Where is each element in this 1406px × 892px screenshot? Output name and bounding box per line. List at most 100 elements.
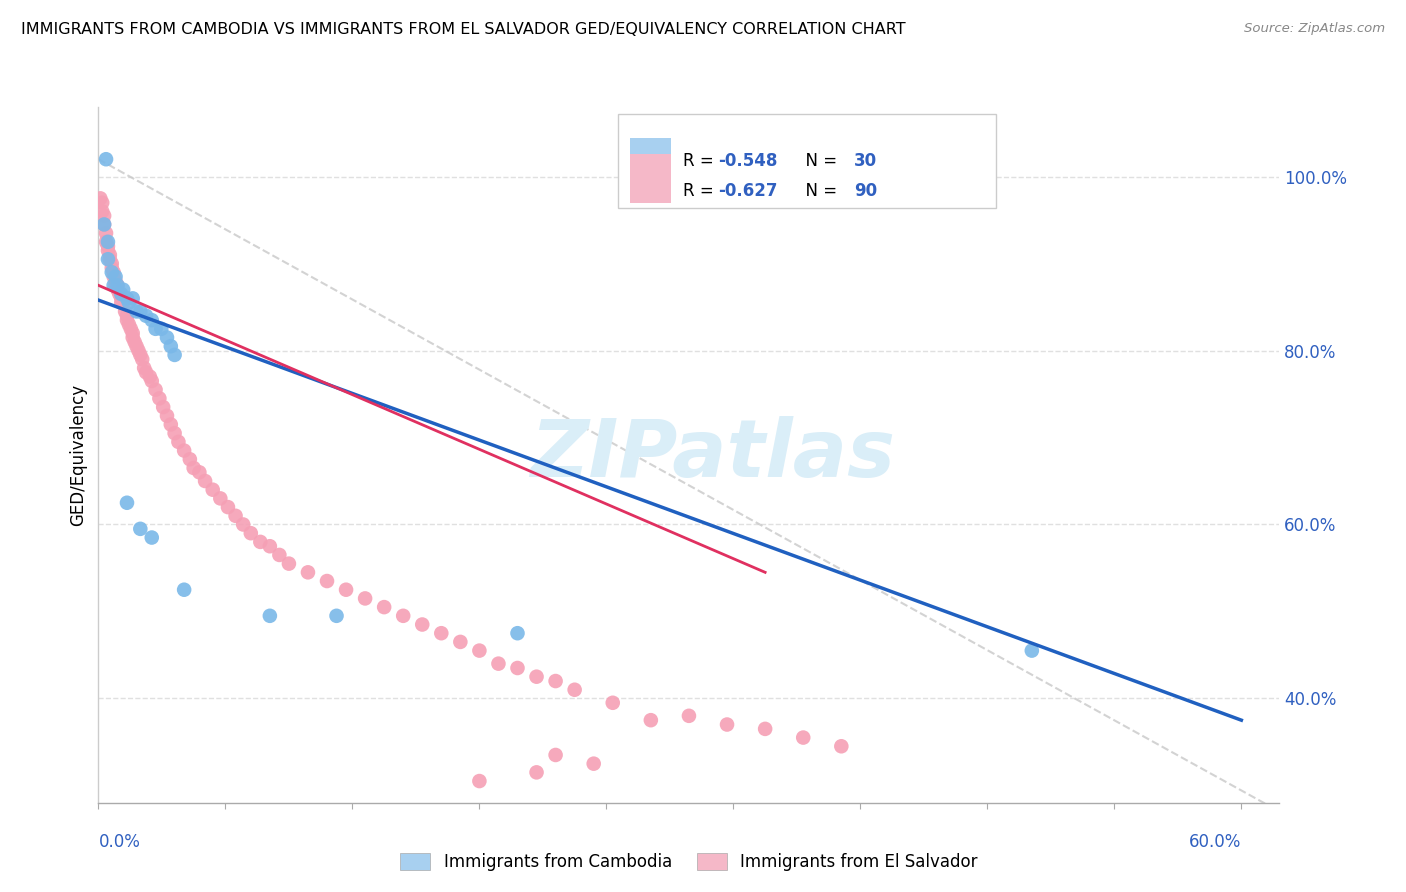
Point <box>97 252 120 267</box>
Text: IMMIGRANTS FROM CAMBODIA VS IMMIGRANTS FROM EL SALVADOR GED/EQUIVALENCY CORRELAT: IMMIGRANTS FROM CAMBODIA VS IMMIGRANTS F… <box>21 22 905 37</box>
Point <box>167 434 190 449</box>
Point <box>249 535 271 549</box>
Text: R =: R = <box>683 182 718 200</box>
Point <box>217 500 239 514</box>
Point <box>107 278 129 293</box>
Point <box>121 326 143 341</box>
Point <box>125 339 148 353</box>
Point <box>107 283 129 297</box>
Point <box>179 452 201 467</box>
Text: 90: 90 <box>855 182 877 200</box>
Point <box>103 265 125 279</box>
Point <box>411 617 433 632</box>
Point <box>239 526 262 541</box>
Point <box>91 204 114 219</box>
Point <box>163 348 186 362</box>
Point <box>564 682 586 697</box>
Point <box>159 339 181 353</box>
Point <box>112 283 135 297</box>
Point <box>129 522 152 536</box>
Point <box>93 218 115 232</box>
Text: 0.0%: 0.0% <box>98 833 141 851</box>
Text: 30: 30 <box>855 153 877 170</box>
Point <box>316 574 339 588</box>
Point <box>152 400 174 414</box>
Point <box>110 291 132 305</box>
Point <box>277 557 299 571</box>
Legend: Immigrants from Cambodia, Immigrants from El Salvador: Immigrants from Cambodia, Immigrants fro… <box>394 847 984 878</box>
Point <box>104 274 127 288</box>
Point <box>139 369 162 384</box>
Point <box>103 269 125 284</box>
Text: 60.0%: 60.0% <box>1189 833 1241 851</box>
Point <box>156 409 179 423</box>
FancyBboxPatch shape <box>630 138 671 187</box>
Point <box>94 235 117 249</box>
Point <box>449 635 471 649</box>
Point <box>110 295 132 310</box>
Point <box>115 496 138 510</box>
Point <box>183 461 205 475</box>
Point <box>97 244 120 258</box>
Point <box>118 295 141 310</box>
Point <box>120 322 142 336</box>
Point <box>93 209 115 223</box>
Point <box>269 548 291 562</box>
Point <box>373 600 395 615</box>
Point <box>115 291 138 305</box>
Point <box>145 322 167 336</box>
Text: Source: ZipAtlas.com: Source: ZipAtlas.com <box>1244 22 1385 36</box>
Point <box>115 309 138 323</box>
Point <box>100 260 122 275</box>
Point <box>112 295 135 310</box>
Point <box>97 239 120 253</box>
Point <box>325 608 347 623</box>
Point <box>188 466 211 480</box>
Point <box>468 643 491 657</box>
Point <box>127 343 149 358</box>
Point <box>121 291 143 305</box>
Point <box>94 152 117 166</box>
Point <box>354 591 377 606</box>
Text: -0.627: -0.627 <box>718 182 778 200</box>
Point <box>135 309 157 323</box>
Point <box>97 235 120 249</box>
Point <box>125 304 148 318</box>
Text: ZIPatlas: ZIPatlas <box>530 416 896 494</box>
Point <box>100 265 122 279</box>
Point <box>124 334 146 349</box>
Point <box>115 313 138 327</box>
FancyBboxPatch shape <box>619 114 995 208</box>
Y-axis label: GED/Equivalency: GED/Equivalency <box>69 384 87 526</box>
Point <box>129 304 152 318</box>
Point <box>468 774 491 789</box>
Point <box>506 661 529 675</box>
Point <box>141 531 163 545</box>
Point <box>830 739 852 754</box>
Point <box>201 483 224 497</box>
Point <box>1021 643 1043 657</box>
Point <box>173 582 195 597</box>
Point <box>232 517 254 532</box>
Point <box>209 491 232 506</box>
Point <box>392 608 415 623</box>
Text: -0.548: -0.548 <box>718 153 778 170</box>
Point <box>129 348 152 362</box>
Point <box>792 731 814 745</box>
Point <box>526 765 548 780</box>
Point <box>488 657 510 671</box>
Point <box>103 278 125 293</box>
Point <box>141 313 163 327</box>
Point <box>114 304 136 318</box>
Point <box>100 257 122 271</box>
Point <box>335 582 357 597</box>
Text: N =: N = <box>796 182 842 200</box>
Point <box>526 670 548 684</box>
Point <box>430 626 453 640</box>
Point <box>259 608 281 623</box>
Point <box>118 318 141 332</box>
Point <box>91 195 114 210</box>
Point <box>141 374 163 388</box>
Point <box>156 330 179 344</box>
Point <box>110 287 132 301</box>
